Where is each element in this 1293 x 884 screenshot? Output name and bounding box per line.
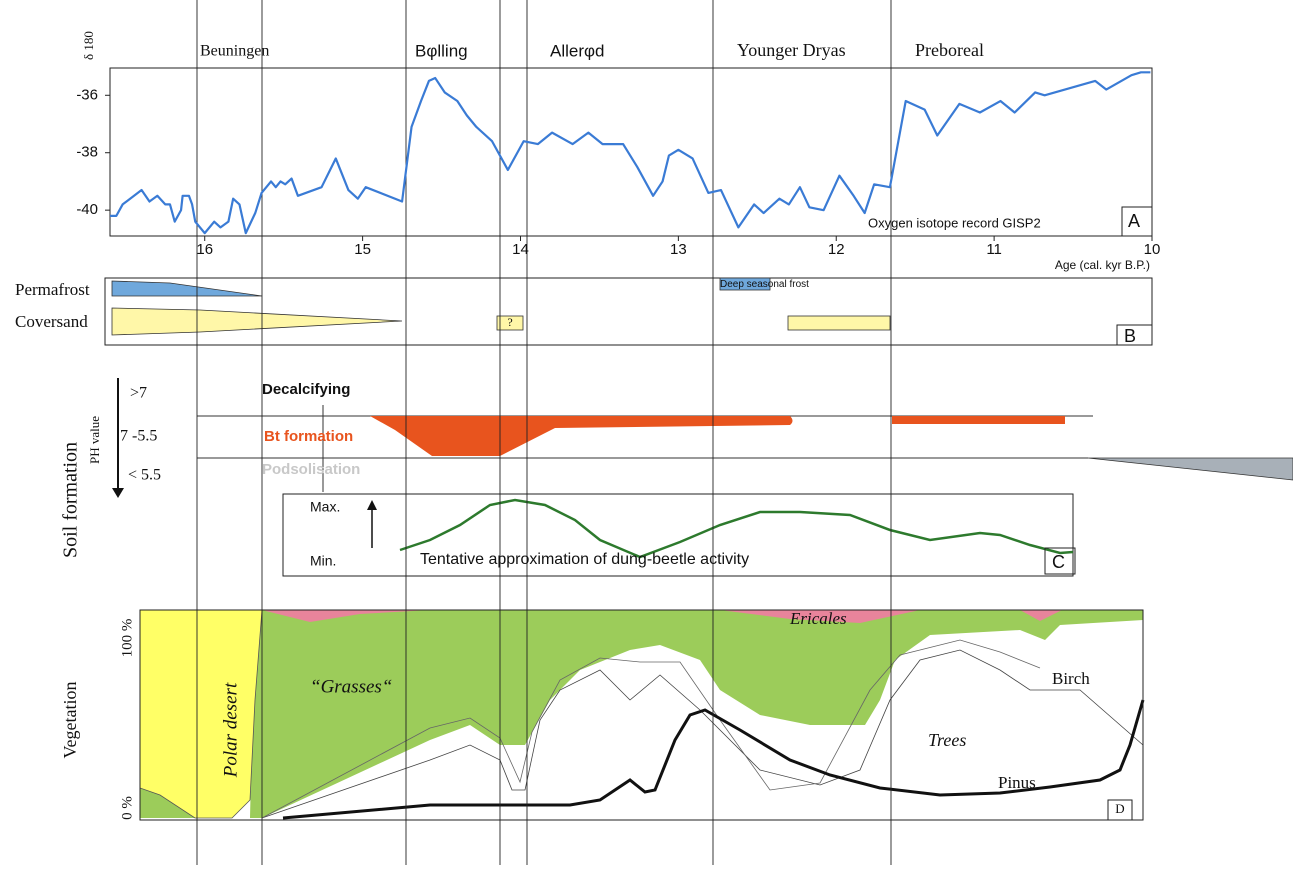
panel-d-box bbox=[1107, 799, 1133, 821]
coversand-bar bbox=[496, 315, 524, 331]
area-label: “Grasses“ bbox=[310, 676, 392, 697]
birch-line bbox=[261, 649, 1144, 819]
frost-label: Deep seasonal frost bbox=[720, 279, 809, 290]
x-tick-label: 11 bbox=[986, 241, 1002, 258]
ericales-area bbox=[720, 610, 920, 623]
beetle-curve bbox=[399, 498, 1074, 559]
process-label: Bt formation bbox=[264, 428, 353, 445]
process-label: Podsolisation bbox=[262, 461, 360, 478]
arrow-head bbox=[367, 500, 377, 510]
ph-level: >7 bbox=[130, 385, 147, 402]
period-label: Younger Dryas bbox=[737, 40, 846, 60]
x-tick-label: 12 bbox=[828, 241, 845, 258]
ericales-area bbox=[1020, 610, 1062, 621]
panel-a-box bbox=[1121, 206, 1153, 237]
max-label: Max. bbox=[310, 499, 340, 515]
period-label: Beuningen bbox=[200, 43, 269, 60]
panel-c-frame bbox=[282, 493, 1074, 577]
panel-letter: C bbox=[1052, 552, 1065, 572]
polar-desert-area bbox=[139, 609, 263, 819]
panel-b-frame bbox=[104, 277, 1153, 346]
area-label: Trees bbox=[928, 730, 966, 750]
frost-bar bbox=[719, 277, 771, 291]
grass-area bbox=[250, 610, 1143, 818]
panel-c-box bbox=[1044, 547, 1076, 575]
pinus-line bbox=[282, 699, 1145, 820]
ph-label: PH value bbox=[87, 416, 102, 464]
period-label: Allerφd bbox=[550, 41, 605, 60]
y-tick-label: 0 % bbox=[119, 796, 135, 820]
x-tick-label: 10 bbox=[1144, 241, 1161, 258]
annotation: Oxygen isotope record GISP2 bbox=[868, 215, 1041, 230]
x-tick-label: 13 bbox=[670, 241, 687, 258]
period-lines bbox=[196, 0, 892, 865]
podsol-wedge bbox=[1087, 457, 1293, 481]
ph-level: < 5.5 bbox=[128, 467, 161, 484]
question-mark: ? bbox=[507, 315, 512, 329]
x-axis-label: Age (cal. kyr B.P.) bbox=[1055, 258, 1150, 272]
period-label: Bφlling bbox=[415, 41, 468, 60]
panel-letter: B bbox=[1124, 326, 1136, 346]
bt-formation-area bbox=[892, 416, 1065, 424]
vegetation-title: Vegetation bbox=[60, 682, 80, 759]
panel-letter: D bbox=[1115, 801, 1124, 816]
row-label: Permafrost bbox=[15, 280, 90, 299]
period-label: Preboreal bbox=[915, 40, 984, 60]
coversand-bar bbox=[111, 307, 403, 336]
x-tick-label: 15 bbox=[354, 241, 371, 258]
ericales-area bbox=[262, 610, 430, 622]
y-tick-label: -36 bbox=[76, 86, 98, 103]
min-label: Min. bbox=[310, 553, 336, 569]
row-label: Coversand bbox=[15, 312, 88, 331]
frost-label-box: Deep seasonal frost bbox=[720, 279, 809, 290]
bt-formation-area bbox=[370, 416, 793, 456]
area-label: Polar desert bbox=[220, 682, 241, 778]
x-tick-label: 14 bbox=[512, 241, 529, 258]
panel-letter: A bbox=[1128, 211, 1140, 231]
grass-area-left bbox=[140, 788, 195, 818]
permafrost-bar bbox=[111, 280, 263, 297]
beetle-label: Tentative approximation of dung-beetle a… bbox=[420, 551, 749, 568]
line-label: Pinus bbox=[998, 773, 1036, 792]
y-axis-label: δ 180 bbox=[81, 31, 96, 60]
data-line bbox=[110, 71, 1151, 235]
y-tick-label: -40 bbox=[76, 201, 98, 218]
panel-d-frame bbox=[139, 609, 1144, 821]
x-tick-label: 16 bbox=[196, 241, 213, 258]
ph-level: 7 -5.5 bbox=[120, 428, 157, 445]
panel-a-frame bbox=[109, 67, 1153, 237]
trees-line bbox=[261, 639, 1041, 819]
soil-title: Soil formation bbox=[60, 442, 82, 558]
area-label: Ericales bbox=[789, 609, 847, 628]
y-tick-label: -38 bbox=[76, 144, 98, 161]
panel-b-box bbox=[1116, 324, 1153, 346]
arrow-head bbox=[112, 488, 124, 498]
coversand-bar bbox=[787, 315, 891, 331]
y-tick-label: 100 % bbox=[119, 619, 135, 658]
line-label: Birch bbox=[1052, 669, 1090, 688]
process-label: Decalcifying bbox=[262, 381, 350, 398]
